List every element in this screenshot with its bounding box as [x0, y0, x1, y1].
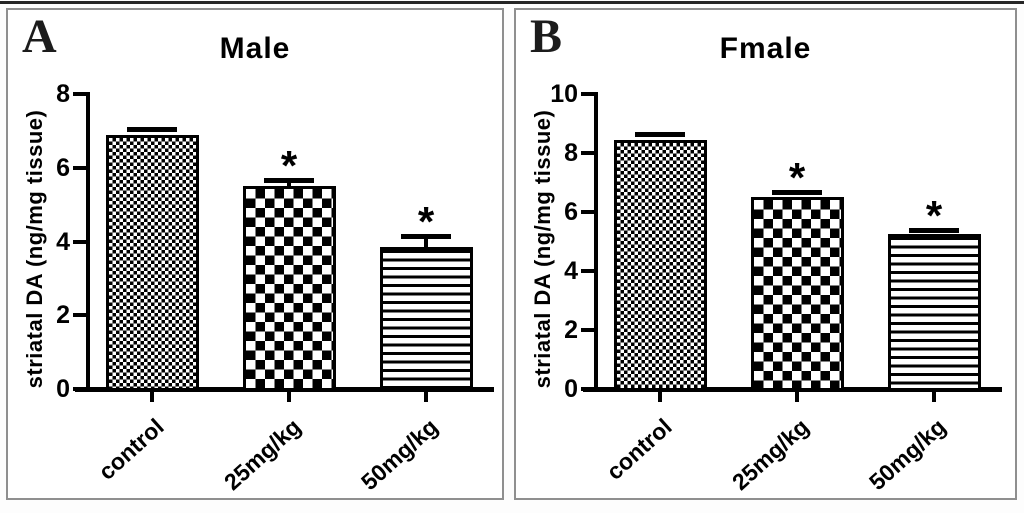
y-tick-label: 2: [56, 301, 70, 330]
x-tick-label: 25mg/kg: [726, 413, 814, 496]
y-tick: [73, 165, 86, 170]
y-tick: [73, 92, 86, 96]
bar-25mg-kg: [750, 197, 844, 391]
y-tick-label: 4: [56, 227, 70, 256]
bar-50mg-kg: [379, 247, 473, 391]
y-tick: [581, 328, 594, 332]
y-tick: [581, 92, 594, 96]
x-tick-label: 25mg/kg: [218, 413, 306, 496]
bar-50mg-kg: [887, 234, 981, 391]
y-tick: [73, 313, 86, 318]
x-tick: [658, 392, 662, 402]
significance-asterisk: *: [280, 142, 298, 190]
figure-top-border: [0, 1, 1024, 4]
chart-title: Fmale: [719, 32, 812, 65]
y-tick-label: 6: [56, 153, 70, 182]
plot-area: 0 2 4 6 8 10 control * 25mg/kg * 50mg/kg: [516, 10, 1015, 498]
y-axis-line: [594, 92, 598, 391]
error-bar-cap: [909, 227, 959, 233]
panel-letter: B: [530, 10, 563, 63]
error-bar-cap: [127, 127, 177, 133]
error-bar-cap: [635, 132, 685, 138]
bar-control: [105, 134, 199, 391]
y-axis-line: [86, 92, 90, 391]
bar-control: [613, 139, 707, 391]
y-tick: [581, 151, 594, 155]
x-tick-label: control: [93, 413, 169, 485]
y-tick-label: 0: [564, 375, 578, 403]
y-tick-label: 10: [550, 80, 578, 108]
error-bar-cap: [401, 233, 451, 239]
significance-asterisk: *: [925, 191, 943, 239]
y-tick-label: 8: [56, 80, 70, 108]
chart-title: Male: [219, 32, 291, 65]
x-tick-label: control: [601, 413, 677, 485]
error-bar-cap: [264, 178, 314, 184]
x-tick: [424, 392, 428, 402]
x-tick: [932, 392, 936, 402]
error-bar-stem: [424, 236, 428, 248]
significance-asterisk: *: [417, 197, 435, 245]
error-bar-stem: [287, 181, 291, 187]
y-tick-label: 4: [564, 257, 578, 285]
x-tick-label: 50mg/kg: [863, 413, 951, 496]
x-tick: [287, 392, 291, 402]
y-tick: [581, 269, 594, 273]
y-tick: [73, 239, 86, 244]
y-tick-label: 0: [56, 375, 70, 403]
bar-25mg-kg: [242, 186, 336, 391]
error-bar-cap: [772, 190, 822, 196]
significance-asterisk: *: [788, 154, 806, 202]
panel-letter: A: [22, 10, 57, 63]
plot-area: 0 2 4 6 8 control * 25mg/kg * 50mg/kg: [8, 10, 502, 498]
y-tick-label: 2: [564, 316, 578, 344]
y-tick: [581, 210, 594, 214]
x-tick: [150, 392, 154, 402]
y-tick-label: 6: [564, 198, 578, 226]
y-tick-label: 8: [564, 139, 578, 167]
x-tick-label: 50mg/kg: [355, 413, 443, 496]
x-tick: [795, 392, 799, 402]
